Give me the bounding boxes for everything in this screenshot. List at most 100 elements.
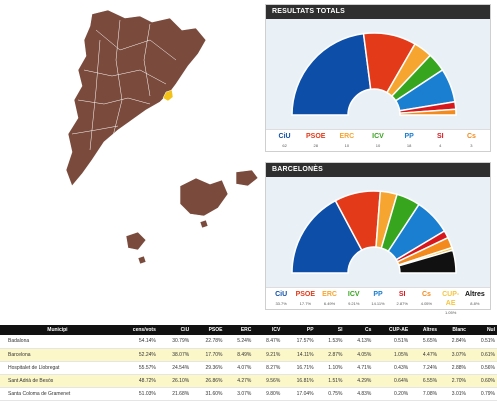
- table-cell: 9.80%: [253, 387, 283, 401]
- totals-title: RESULTATS TOTALS: [266, 5, 490, 19]
- column-header[interactable]: cens/vots: [114, 325, 158, 335]
- map-region-5[interactable]: [199, 219, 209, 229]
- totals-slice-ciu[interactable]: [291, 32, 372, 116]
- column-header[interactable]: ICV: [253, 325, 283, 335]
- legend-value: 62: [282, 143, 287, 148]
- legend-label: PP: [373, 291, 383, 298]
- column-header[interactable]: CiU: [157, 325, 192, 335]
- table-row[interactable]: Hospitalet de Llobregat 55.57% 24.54% 29.36…: [0, 361, 497, 375]
- table-cell: 16.81%: [282, 374, 316, 388]
- map-region-0[interactable]: [65, 9, 207, 187]
- totals-legend-erc[interactable]: ERC 10: [331, 131, 362, 150]
- barcelones-legend-psoe[interactable]: PSOE 17.7%: [293, 289, 317, 308]
- table-cell: 0.79%: [467, 387, 497, 401]
- legend-label: SI: [398, 291, 406, 298]
- table-cell: 16.71%: [282, 361, 316, 375]
- table-cell: 4.71%: [344, 361, 374, 375]
- map-border-0: [95, 29, 177, 61]
- table-cell: 5.65%: [410, 335, 440, 349]
- table-cell: 2.88%: [439, 361, 468, 375]
- map-region-4[interactable]: [137, 255, 147, 265]
- legend-label: ICV: [347, 291, 360, 298]
- table-cell: 4.29%: [344, 374, 374, 388]
- totals-legend-icv[interactable]: ICV 10: [362, 131, 393, 150]
- legend-value: 8.8%: [470, 301, 480, 306]
- table-cell: 6.55%: [410, 374, 440, 388]
- column-header[interactable]: SI: [315, 325, 345, 335]
- barcelones-legend-icv[interactable]: ICV 9.21%: [342, 289, 366, 308]
- column-header[interactable]: PP: [282, 325, 316, 335]
- map-highlight-barcelona[interactable]: [162, 89, 174, 102]
- column-header[interactable]: Blanc: [439, 325, 468, 335]
- legend-value: 10: [375, 143, 381, 148]
- table-cell: 0.51%: [467, 335, 497, 349]
- table-row[interactable]: Badalona 54.14% 30.79% 22.78% 5.24% 8.47% 17.5…: [0, 335, 497, 349]
- barcelones-slice-altres[interactable]: [398, 249, 457, 274]
- totals-legend-ciu[interactable]: CiU 62: [269, 131, 300, 150]
- legend-value: 1.05%: [444, 310, 457, 315]
- table-row[interactable]: Sant Adrià de Besòs 48.72% 26.10% 26.86% 4.2…: [0, 374, 497, 388]
- barcelones-legend-cs[interactable]: Cs 4.05%: [414, 289, 438, 308]
- column-header[interactable]: Nul: [467, 325, 497, 335]
- barcelones-legend-cup-ae[interactable]: CUP-AE 1.05%: [439, 289, 463, 315]
- table-cell: 4.47%: [410, 348, 440, 362]
- column-header[interactable]: Altres: [410, 325, 440, 335]
- barcelones-legend-ciu[interactable]: CiU 33.7%: [269, 289, 293, 308]
- table-cell: 0.56%: [467, 361, 497, 375]
- table-cell: 8.27%: [253, 361, 283, 375]
- table-cell: 3.07%: [224, 387, 254, 401]
- table-cell: 9.56%: [253, 374, 283, 388]
- barcelones-legend-pp[interactable]: PP 14.11%: [366, 289, 390, 308]
- map-region-1[interactable]: [179, 177, 229, 217]
- table-cell: 1.53%: [315, 335, 345, 349]
- map-region-2[interactable]: [235, 169, 259, 187]
- barcelones-legend-erc[interactable]: ERC 6.49%: [317, 289, 341, 308]
- map-regions[interactable]: [65, 9, 259, 265]
- map-border-4: [111, 19, 123, 141]
- legend-label: SI: [436, 133, 444, 140]
- table-cell: 51.03%: [114, 387, 158, 401]
- table-row[interactable]: Barcelona 52.24% 38.07% 17.70% 8.49% 9.21% 14.…: [0, 348, 497, 362]
- column-header[interactable]: ERC: [224, 325, 254, 335]
- totals-legend-si[interactable]: SI 4: [425, 131, 456, 150]
- map-border-1: [83, 69, 167, 85]
- legend-value: 9.21%: [348, 301, 360, 306]
- map-border-2: [77, 97, 151, 105]
- totals-legend-pp[interactable]: PP 18: [394, 131, 425, 150]
- table-header-row: Municipi cens/vots CiU PSOE ERC ICV PP SI Cs CUP-…: [0, 325, 497, 335]
- table-cell: 4.07%: [224, 361, 254, 375]
- column-header[interactable]: CUP-AE: [373, 325, 411, 335]
- table-cell: 38.07%: [157, 348, 192, 362]
- totals-legend-cs[interactable]: Cs 3: [456, 131, 487, 150]
- table-cell: 1.05%: [373, 348, 411, 362]
- table-cell: 4.27%: [224, 374, 254, 388]
- barcelones-legend-si[interactable]: SI 2.87%: [390, 289, 414, 308]
- legend-label: CUP-AE: [442, 291, 460, 307]
- legend-label: CiU: [278, 133, 291, 140]
- catalonia-map[interactable]: [0, 0, 260, 275]
- table-cell: 0.64%: [373, 374, 411, 388]
- totals-slice-cs[interactable]: [399, 108, 457, 116]
- table-cell: 0.51%: [373, 335, 411, 349]
- column-header[interactable]: Cs: [344, 325, 374, 335]
- table-row[interactable]: Santa Coloma de Gramenet 51.03% 21.68% 31.6…: [0, 387, 497, 401]
- table-cell: 31.60%: [191, 387, 225, 401]
- table-cell: 3.07%: [439, 348, 468, 362]
- legend-value: 14.11%: [371, 301, 385, 306]
- barcelones-legend-altres[interactable]: Altres 8.8%: [463, 289, 487, 308]
- map-region-3[interactable]: [125, 231, 147, 251]
- table-cell: 54.14%: [114, 335, 158, 349]
- map-border-6: [89, 39, 101, 151]
- legend-label: PSOE: [295, 291, 316, 298]
- table-cell: Badalona: [0, 335, 115, 349]
- column-header[interactable]: PSOE: [191, 325, 225, 335]
- table-cell: 4.05%: [344, 348, 374, 362]
- legend-value: 4.05%: [420, 301, 433, 306]
- column-header[interactable]: Municipi: [0, 325, 115, 335]
- table-cell: 29.36%: [191, 361, 225, 375]
- totals-legend-psoe[interactable]: PSOE 28: [300, 131, 331, 150]
- legend-value: 18: [406, 143, 412, 148]
- table-cell: 4.83%: [344, 387, 374, 401]
- table-cell: 0.60%: [467, 374, 497, 388]
- legend-value: 17.7%: [299, 301, 311, 306]
